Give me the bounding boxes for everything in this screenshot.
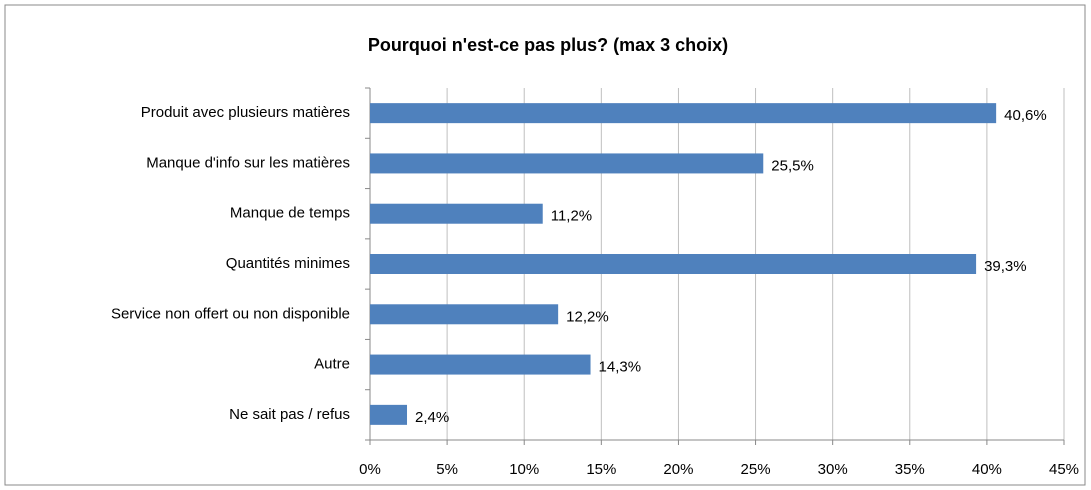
bar [370, 304, 559, 325]
value-label: 11,2% [551, 208, 592, 225]
value-label: 2,4% [415, 409, 449, 426]
y-tick-label: Autre [314, 356, 350, 373]
x-tick-label: 10% [509, 461, 539, 478]
x-tick-label: 5% [436, 461, 458, 478]
y-tick-label: Quantités minimes [226, 255, 350, 272]
x-tick-label: 20% [663, 461, 693, 478]
value-label: 14,3% [599, 359, 642, 376]
value-label: 40,6% [1004, 107, 1047, 124]
x-tick-label: 0% [359, 461, 381, 478]
value-label: 39,3% [984, 258, 1027, 275]
chart-title: Pourquoi n'est-ce pas plus? (max 3 choix… [368, 35, 728, 55]
bar [370, 103, 997, 124]
y-tick-label: Manque de temps [230, 205, 350, 222]
x-tick-label: 25% [741, 461, 771, 478]
y-tick-label: Manque d'info sur les matières [146, 154, 350, 171]
value-label: 12,2% [566, 308, 609, 325]
bar [370, 254, 977, 274]
x-tick-label: 45% [1049, 461, 1079, 478]
bar [370, 354, 591, 375]
x-tick-label: 35% [895, 461, 925, 478]
bar [370, 203, 543, 224]
y-tick-label: Produit avec plusieurs matières [141, 104, 350, 121]
x-tick-label: 15% [586, 461, 616, 478]
bar [370, 153, 764, 174]
y-tick-label: Service non offert ou non disponible [111, 305, 350, 322]
value-label: 25,5% [771, 157, 814, 174]
x-tick-label: 40% [972, 461, 1002, 478]
bar [370, 404, 408, 425]
x-tick-label: 30% [818, 461, 848, 478]
y-tick-label: Ne sait pas / refus [229, 406, 350, 423]
chart-border [4, 4, 1086, 486]
